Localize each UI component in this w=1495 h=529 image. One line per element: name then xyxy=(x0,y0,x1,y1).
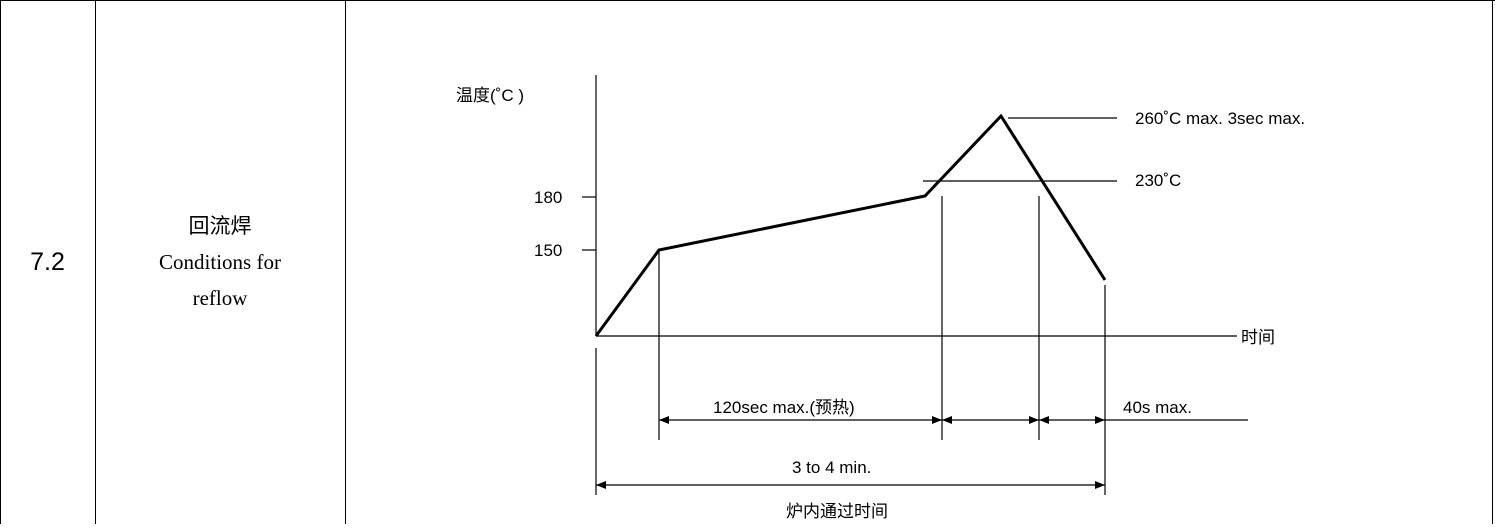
section-title-en-line2: reflow xyxy=(192,286,248,310)
tick-150-label: 150 xyxy=(534,241,562,260)
table-right-border xyxy=(1492,0,1493,524)
tick-180-label: 180 xyxy=(534,188,562,207)
section-title-cn: 回流焊 xyxy=(188,214,252,238)
section-title-en-line1: Conditions for xyxy=(159,250,281,274)
oven-label: 炉内通过时间 xyxy=(786,502,888,521)
arrow-40s-left xyxy=(1039,416,1049,424)
above230-label: 40s max. xyxy=(1123,398,1192,417)
arrow-mid-left xyxy=(942,416,952,424)
arrow-preheat-left xyxy=(659,416,669,424)
section-number: 7.2 xyxy=(30,247,65,276)
reflow-profile-diagram: 温度(˚C ) 时间 180 150 230˚C 260˚C max. 3sec… xyxy=(345,0,1495,524)
total-label: 3 to 4 min. xyxy=(792,458,871,477)
level-230-label: 230˚C xyxy=(1135,171,1181,190)
arrow-total-left xyxy=(596,481,606,489)
arrow-mid-right xyxy=(1029,416,1039,424)
column-divider-2 xyxy=(345,0,346,524)
arrow-preheat-right xyxy=(932,416,942,424)
table-left-border xyxy=(0,0,1,524)
section-title-cell: 回流焊 Conditions for reflow xyxy=(95,0,345,524)
y-axis-label: 温度(˚C ) xyxy=(456,86,524,105)
preheat-label: 120sec max.(预热) xyxy=(713,398,855,417)
peak-label: 260˚C max. 3sec max. xyxy=(1135,109,1305,128)
temperature-profile-curve xyxy=(594,113,1107,337)
x-axis-label: 时间 xyxy=(1241,328,1275,347)
column-divider-1 xyxy=(95,0,96,524)
reflow-profile-svg: 温度(˚C ) 时间 180 150 230˚C 260˚C max. 3sec… xyxy=(456,75,1305,521)
arrow-40s-right xyxy=(1095,416,1105,424)
table-top-border xyxy=(0,0,1495,1)
arrow-total-right xyxy=(1095,481,1105,489)
section-number-cell: 7.2 xyxy=(0,0,95,524)
